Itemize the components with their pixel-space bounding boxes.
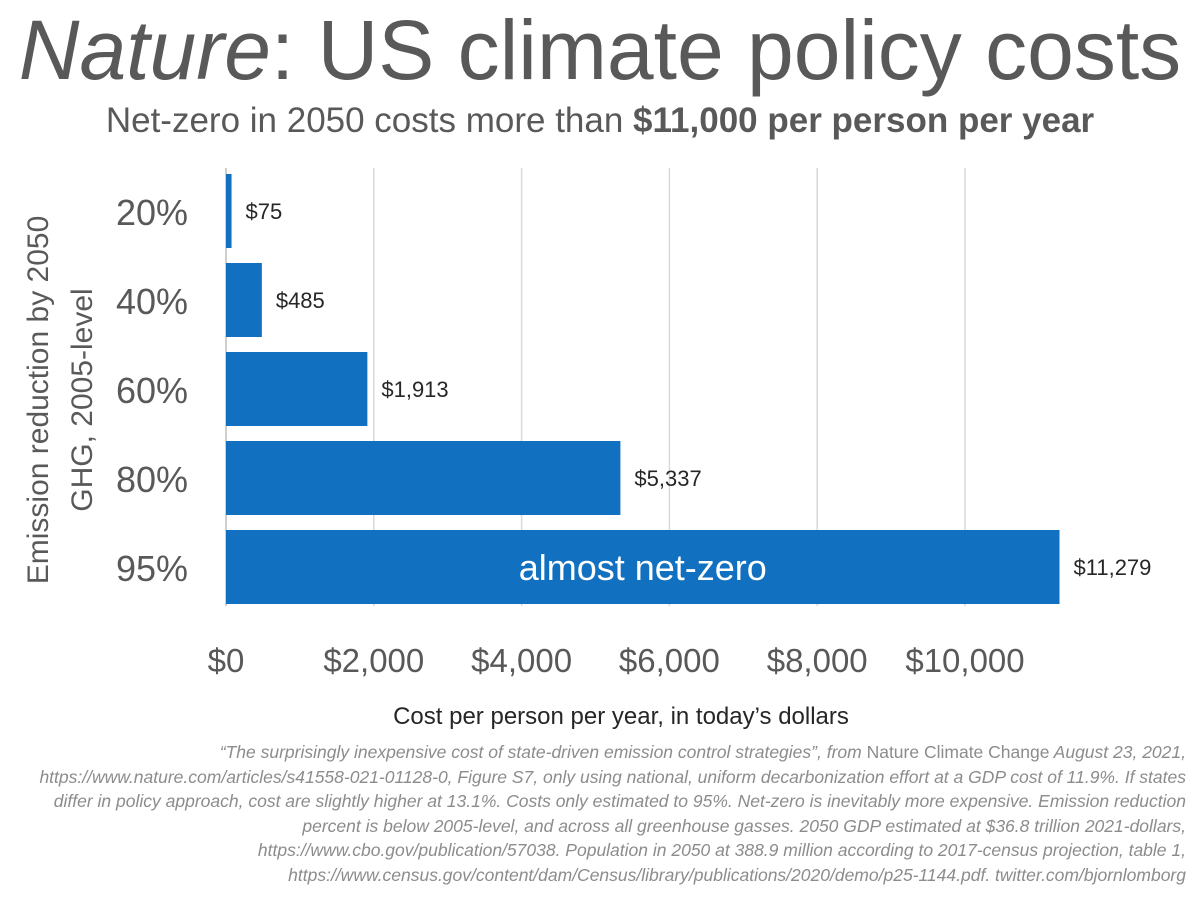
x-tick-label-8000: $8,000 (767, 642, 868, 679)
data-label-1: $75 (246, 199, 283, 224)
bar-4 (226, 441, 621, 515)
x-axis-title: Cost per person per year, in today’s dol… (393, 703, 849, 730)
subtitle-highlight: $11,000 per person per year (633, 101, 1095, 140)
data-label-4: $5,337 (634, 466, 701, 491)
source-footnote: “The surprisingly inexpensive cost of st… (0, 740, 1186, 888)
x-tick-label-6000: $6,000 (619, 642, 720, 679)
category-label-1: 20% (116, 192, 188, 233)
title-journal: Nature (18, 3, 271, 97)
category-label-2: 40% (116, 281, 188, 322)
data-label-2: $485 (276, 288, 325, 313)
bar-3 (226, 352, 368, 426)
footnote-quote: “The surprisingly inexpensive cost of st… (219, 742, 867, 762)
y-axis-title-line-1: Emission reduction by 2050 (22, 216, 55, 585)
category-label-3: 60% (116, 370, 188, 411)
x-tick-label-2000: $2,000 (323, 642, 424, 679)
bar-1 (226, 174, 232, 248)
data-label-3: $1,913 (381, 377, 448, 402)
chart-subtitle: Net-zero in 2050 costs more than $11,000… (0, 96, 1200, 146)
footnote-details: August 23, 2021, https://www.nature.com/… (39, 742, 1186, 885)
footnote-journal: Nature Climate Change (866, 742, 1050, 762)
x-tick-label-0: $0 (208, 642, 245, 679)
title-text: : US climate policy costs (270, 3, 1182, 97)
x-tick-label-10000: $10,000 (905, 642, 1024, 679)
bar-5 (226, 530, 1060, 604)
data-label-5: $11,279 (1074, 555, 1152, 580)
bar-chart: 20% $75 40% $485 60% $1,913 80% $5,337 95% $11,27… (22, 168, 1152, 730)
category-label-4: 80% (116, 459, 188, 500)
y-axis-title-line-2: GHG, 2005-level (66, 288, 99, 511)
subtitle-text: Net-zero in 2050 costs more than (105, 101, 634, 140)
bar-annotation: almost net-zero (519, 547, 767, 588)
x-tick-label-4000: $4,000 (471, 642, 572, 679)
chart-title: Nature: US climate policy costs (0, 2, 1200, 98)
category-label-5: 95% (116, 548, 188, 589)
bar-2 (226, 263, 262, 337)
